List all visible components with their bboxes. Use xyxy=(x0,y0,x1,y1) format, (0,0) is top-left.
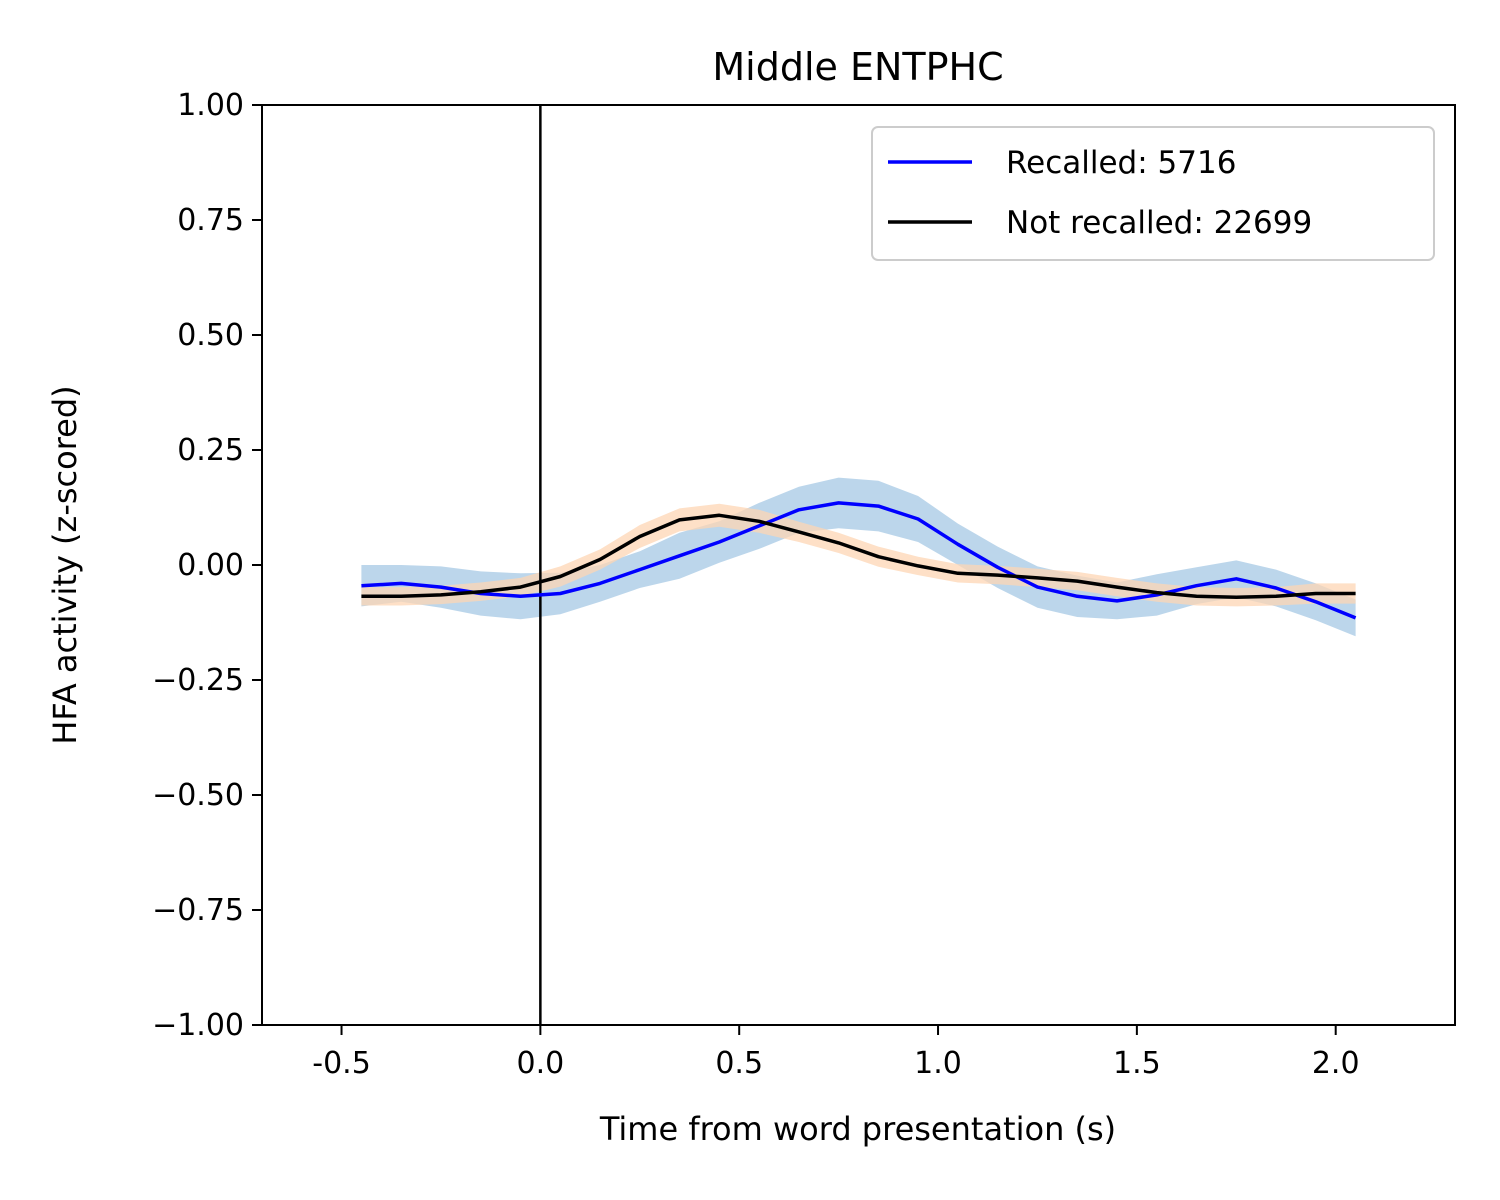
y-tick-label: −0.25 xyxy=(152,663,244,698)
x-axis-ticks: -0.5 0.0 0.5 1.0 1.5 2.0 xyxy=(312,1025,1360,1081)
y-axis-ticks: 1.00 0.75 0.50 0.25 0.00 −0.25 −0.50 −0.75 −1.00 xyxy=(152,88,262,1043)
legend-label-not-recalled: Not recalled: 22699 xyxy=(1006,205,1312,241)
x-axis-label: Time from word presentation (s) xyxy=(599,1110,1116,1148)
y-tick-label: 0.75 xyxy=(177,203,244,238)
y-tick-label: 0.50 xyxy=(177,318,244,353)
legend: Recalled: 5716 Not recalled: 22699 xyxy=(871,126,1435,261)
series-lines xyxy=(361,501,1357,620)
x-tick-label: 2.0 xyxy=(1312,1046,1360,1081)
x-tick-label: 1.0 xyxy=(914,1046,962,1081)
y-tick-label: −1.00 xyxy=(152,1008,244,1043)
x-tick-label: 0.5 xyxy=(715,1046,763,1081)
y-tick-label: −0.50 xyxy=(152,778,244,813)
confidence-bands xyxy=(361,477,1356,637)
x-tick-label: -0.5 xyxy=(312,1046,371,1081)
y-axis-label: HFA activity (z-scored) xyxy=(46,385,84,744)
line-not-recalled xyxy=(361,513,1356,599)
y-tick-label: 0.00 xyxy=(177,548,244,583)
chart-title: Middle ENTPHC xyxy=(712,45,1003,89)
y-tick-label: 0.25 xyxy=(177,433,244,468)
x-tick-label: 0.0 xyxy=(517,1046,565,1081)
y-tick-label: 1.00 xyxy=(177,88,244,123)
y-tick-label: −0.75 xyxy=(152,893,244,928)
legend-label-recalled: Recalled: 5716 xyxy=(1006,145,1236,181)
band-recalled xyxy=(361,477,1356,637)
line-recalled xyxy=(361,501,1357,620)
legend-box xyxy=(871,126,1435,261)
band-not-recalled xyxy=(361,503,1356,607)
x-tick-label: 1.5 xyxy=(1113,1046,1161,1081)
